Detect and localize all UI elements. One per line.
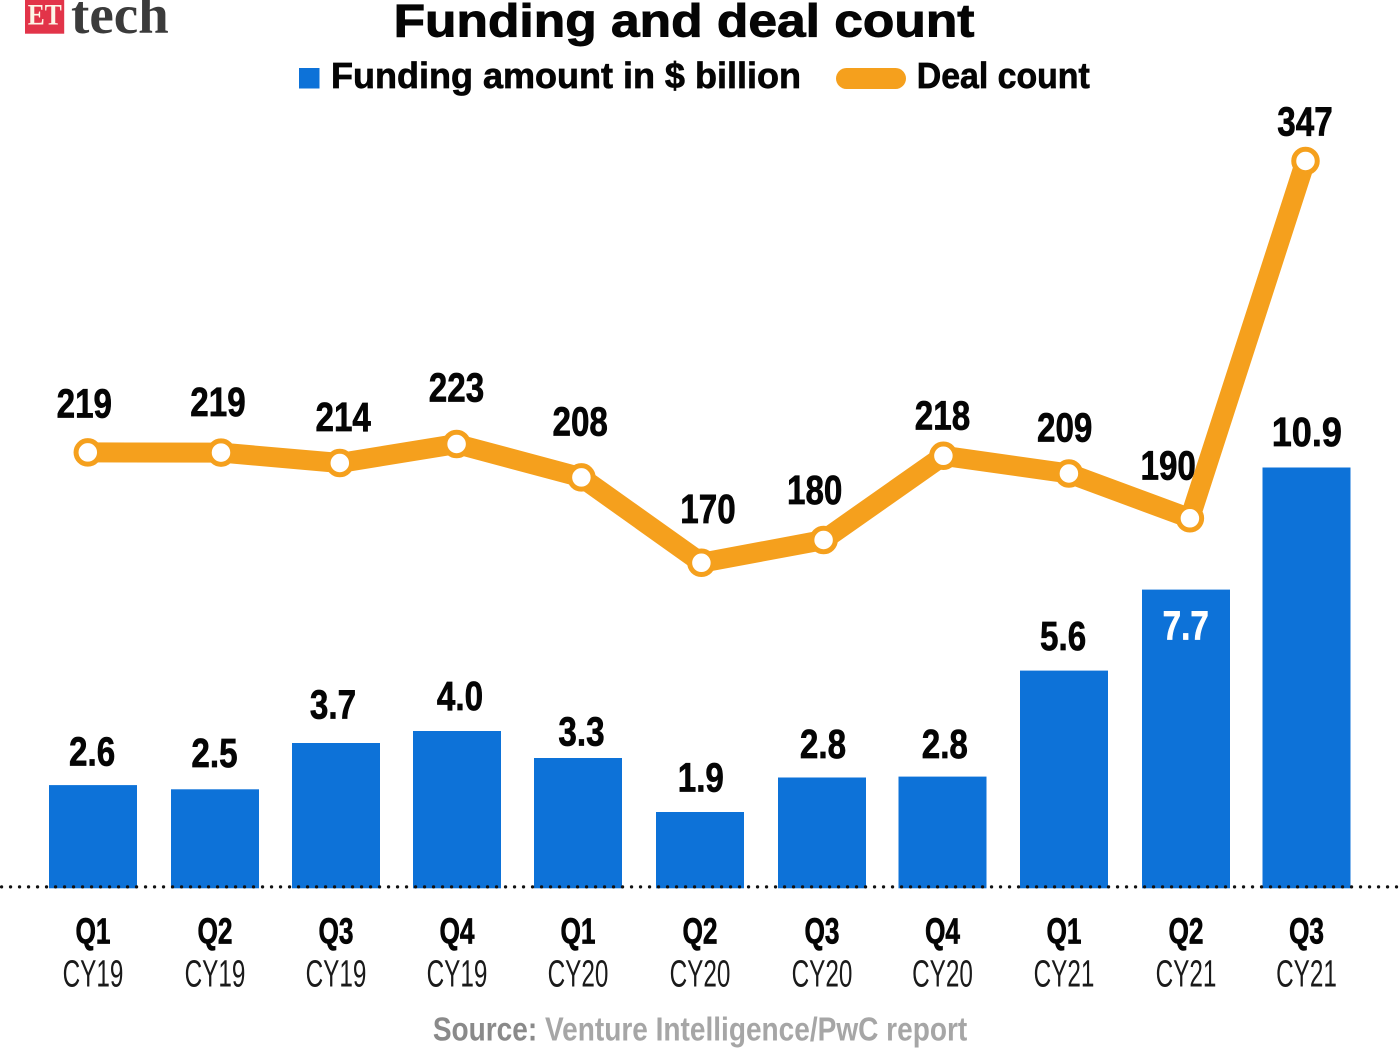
svg-text:CY19: CY19 bbox=[427, 952, 488, 995]
svg-text:Q2: Q2 bbox=[682, 910, 717, 951]
svg-text:Funding amount in $ billion: Funding amount in $ billion bbox=[331, 55, 801, 96]
svg-text:CY19: CY19 bbox=[306, 952, 367, 995]
svg-text:CY21: CY21 bbox=[1276, 952, 1337, 995]
svg-text:219: 219 bbox=[190, 379, 245, 425]
svg-text:347: 347 bbox=[1277, 98, 1332, 144]
svg-text:214: 214 bbox=[316, 394, 372, 440]
svg-text:219: 219 bbox=[57, 380, 112, 426]
svg-text:3.3: 3.3 bbox=[558, 708, 604, 754]
svg-text:Q2: Q2 bbox=[1168, 910, 1203, 951]
svg-text:Q3: Q3 bbox=[318, 910, 353, 951]
svg-text:Q3: Q3 bbox=[1289, 910, 1324, 951]
svg-text:tech: tech bbox=[71, 0, 169, 45]
svg-text:Q1: Q1 bbox=[75, 910, 110, 951]
svg-text:4.0: 4.0 bbox=[437, 673, 483, 719]
svg-text:208: 208 bbox=[553, 398, 608, 444]
svg-text:Source: Venture Intelligence/P: Source: Venture Intelligence/PwC report bbox=[433, 1012, 967, 1049]
svg-text:ET: ET bbox=[28, 0, 62, 32]
svg-text:209: 209 bbox=[1037, 404, 1092, 450]
svg-text:CY19: CY19 bbox=[185, 952, 246, 995]
svg-text:7.7: 7.7 bbox=[1163, 602, 1209, 648]
svg-text:CY21: CY21 bbox=[1156, 952, 1217, 995]
svg-text:10.9: 10.9 bbox=[1272, 410, 1342, 456]
svg-text:223: 223 bbox=[429, 364, 484, 410]
svg-text:2.8: 2.8 bbox=[922, 720, 968, 766]
svg-text:Deal count: Deal count bbox=[917, 56, 1090, 96]
svg-text:CY20: CY20 bbox=[912, 952, 973, 995]
svg-text:CY20: CY20 bbox=[548, 952, 609, 995]
svg-text:1.9: 1.9 bbox=[678, 754, 724, 800]
svg-text:CY20: CY20 bbox=[792, 952, 853, 995]
svg-text:2.6: 2.6 bbox=[69, 728, 115, 774]
svg-text:170: 170 bbox=[680, 486, 735, 532]
svg-text:Q4: Q4 bbox=[439, 910, 474, 951]
svg-text:Q1: Q1 bbox=[1046, 910, 1081, 951]
svg-text:180: 180 bbox=[787, 467, 842, 513]
svg-text:2.5: 2.5 bbox=[191, 730, 237, 776]
svg-text:CY20: CY20 bbox=[670, 952, 731, 995]
svg-text:Q3: Q3 bbox=[804, 910, 839, 951]
svg-text:Q4: Q4 bbox=[925, 910, 960, 951]
svg-text:Funding and deal count: Funding and deal count bbox=[394, 0, 975, 47]
svg-text:CY19: CY19 bbox=[63, 952, 124, 995]
svg-text:3.7: 3.7 bbox=[310, 681, 356, 727]
svg-text:2.8: 2.8 bbox=[800, 720, 846, 766]
svg-text:Q2: Q2 bbox=[197, 910, 232, 951]
svg-text:5.6: 5.6 bbox=[1040, 613, 1086, 659]
svg-text:Q1: Q1 bbox=[560, 910, 595, 951]
svg-text:190: 190 bbox=[1141, 442, 1196, 488]
svg-text:218: 218 bbox=[915, 392, 970, 438]
svg-text:CY21: CY21 bbox=[1034, 952, 1095, 995]
